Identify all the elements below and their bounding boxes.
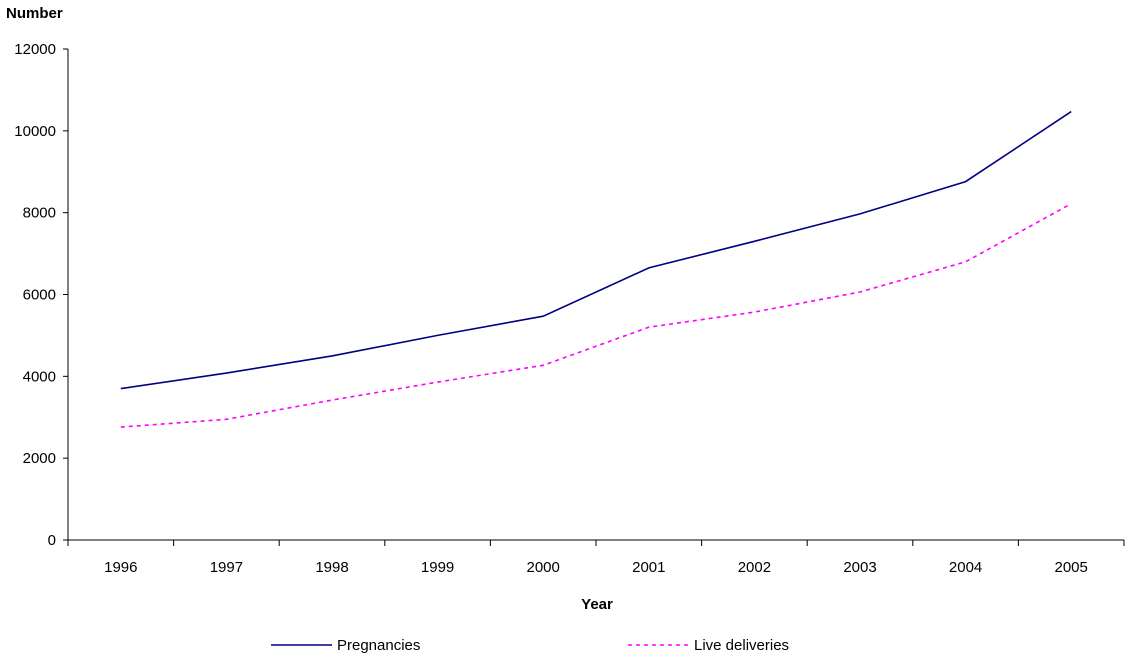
x-tick-label: 2005 bbox=[1055, 559, 1088, 576]
x-tick-label: 2002 bbox=[738, 559, 771, 576]
y-tick-label: 12000 bbox=[14, 41, 56, 58]
y-tick-label: 0 bbox=[48, 532, 56, 549]
x-tick-label: 2001 bbox=[632, 559, 665, 576]
y-tick-label: 10000 bbox=[14, 123, 56, 140]
x-tick-label: 1999 bbox=[421, 559, 454, 576]
y-tick-label: 8000 bbox=[23, 205, 56, 222]
x-tick-label: 1998 bbox=[315, 559, 348, 576]
x-tick-label: 1997 bbox=[210, 559, 243, 576]
x-axis-title: Year bbox=[581, 596, 613, 613]
x-tick-label: 1996 bbox=[104, 559, 137, 576]
x-tick-label: 2003 bbox=[843, 559, 876, 576]
y-tick-label: 6000 bbox=[23, 287, 56, 304]
y-tick-label: 2000 bbox=[23, 450, 56, 467]
legend-label: Pregnancies bbox=[337, 637, 420, 654]
y-tick-label: 4000 bbox=[23, 368, 56, 385]
x-tick-label: 2000 bbox=[527, 559, 560, 576]
series-line-0 bbox=[120, 110, 1072, 390]
y-axis: 0 2000 4000 6000 8000 10000 12000 bbox=[14, 41, 69, 549]
x-axis: 1996 1997 1998 1999 2000 2001 2002 2003 2004 2005 bbox=[67, 539, 1125, 576]
y-axis-title: Number bbox=[6, 5, 63, 22]
legend-label: Live deliveries bbox=[694, 637, 789, 654]
series-line-1 bbox=[120, 202, 1072, 428]
legend: Pregnancies Live deliveries bbox=[271, 637, 789, 654]
x-tick-label: 2004 bbox=[949, 559, 982, 576]
series-lines bbox=[120, 110, 1072, 428]
